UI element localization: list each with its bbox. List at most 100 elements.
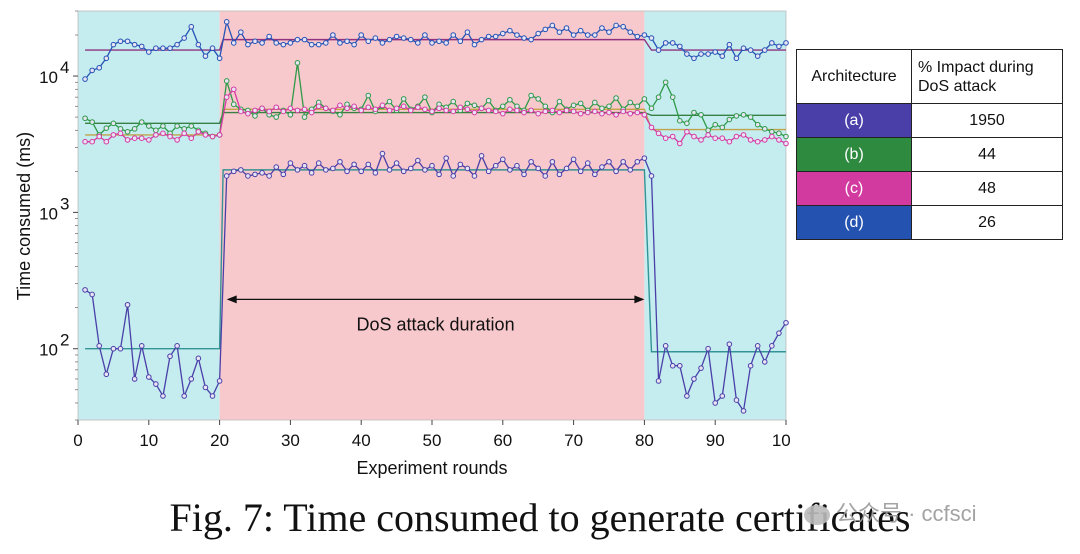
data-point-d: [131, 41, 138, 48]
data-point-c: [705, 132, 711, 138]
data-point-b: [641, 96, 648, 102]
data-point-c: [443, 107, 449, 114]
data-point-c: [124, 137, 131, 143]
data-point-b: [131, 126, 138, 132]
data-point-c: [365, 104, 372, 111]
data-point-c: [174, 137, 180, 143]
data-point-c: [613, 111, 619, 118]
data-point-d: [592, 32, 598, 38]
data-point-d: [422, 32, 428, 38]
y-tick-exp-1000: 3: [60, 194, 69, 213]
data-point-c: [301, 106, 308, 113]
data-point-b: [542, 103, 549, 110]
data-point-c: [266, 108, 272, 115]
data-point-a: [273, 164, 280, 170]
data-point-d: [507, 27, 513, 34]
data-point-b: [528, 92, 534, 99]
data-point-a: [776, 330, 782, 336]
legend-value-b: 44: [911, 137, 1063, 172]
data-point-b: [592, 99, 598, 106]
legend-swatch-d: (d): [796, 205, 912, 240]
legend-swatch-b: (b): [796, 137, 912, 172]
data-point-d: [429, 40, 435, 46]
data-point-c: [606, 109, 612, 116]
data-point-b: [386, 98, 393, 105]
data-point-d: [301, 36, 308, 43]
data-point-c: [655, 130, 662, 137]
x-axis-label: Experiment rounds: [356, 458, 507, 478]
data-point-c: [620, 108, 626, 115]
data-point-b: [422, 94, 428, 100]
data-point-a: [620, 158, 626, 165]
data-point-d: [337, 40, 343, 46]
data-point-c: [146, 137, 152, 143]
data-point-d: [252, 38, 258, 45]
data-point-d: [627, 29, 634, 35]
data-point-b: [117, 126, 124, 132]
data-point-d: [103, 55, 110, 62]
data-point-a: [315, 160, 322, 166]
data-point-d: [330, 32, 336, 38]
data-point-a: [131, 376, 138, 382]
data-point-a: [181, 393, 187, 399]
data-point-b: [726, 116, 733, 123]
data-point-b: [705, 127, 711, 134]
data-point-c: [351, 103, 357, 110]
series-lines: [82, 18, 789, 414]
data-point-d: [89, 67, 95, 74]
data-point-c: [223, 94, 230, 100]
data-point-a: [691, 376, 697, 382]
y-tick-label-100: 10: [39, 341, 58, 360]
data-point-c: [110, 132, 117, 138]
data-point-c: [719, 135, 726, 142]
data-point-d: [195, 41, 202, 48]
data-point-a: [167, 353, 173, 360]
data-point-a: [464, 165, 471, 172]
data-point-c: [280, 108, 287, 115]
data-point-d: [160, 45, 166, 52]
data-point-b: [719, 124, 726, 131]
data-point-c: [89, 138, 95, 145]
data-point-c: [712, 135, 719, 142]
data-point-a: [549, 158, 556, 165]
data-point-c: [422, 106, 428, 113]
data-point-a: [386, 167, 393, 173]
data-point-b: [181, 126, 187, 132]
data-point-c: [556, 109, 563, 116]
data-point-d: [280, 41, 287, 48]
x-tick-label-10: 10: [139, 431, 158, 450]
data-point-d: [776, 43, 782, 50]
data-point-b: [613, 95, 619, 101]
data-point-c: [386, 107, 393, 114]
data-point-b: [684, 120, 690, 127]
data-point-d: [535, 30, 542, 37]
data-point-a: [592, 171, 598, 178]
data-point-d: [684, 51, 690, 57]
data-point-a: [747, 362, 754, 369]
data-point-a: [570, 156, 577, 163]
data-point-b: [648, 105, 655, 112]
watermark-text: 公众号 · ccfsci: [836, 501, 977, 526]
data-point-d: [478, 36, 485, 43]
data-point-d: [754, 53, 761, 59]
data-point-a: [238, 167, 244, 173]
data-point-d: [514, 32, 520, 38]
data-point-d: [287, 40, 294, 46]
data-point-b: [712, 121, 719, 128]
data-point-c: [245, 110, 251, 117]
data-point-c: [294, 107, 301, 114]
data-point-b: [188, 123, 195, 129]
data-point-d: [584, 32, 591, 38]
data-point-c: [528, 107, 534, 114]
data-point-d: [528, 36, 534, 43]
data-point-c: [323, 105, 329, 112]
data-point-b: [662, 79, 669, 86]
data-point-d: [167, 45, 173, 52]
data-point-a: [103, 371, 110, 378]
data-point-c: [677, 140, 683, 147]
data-point-b: [301, 114, 308, 120]
data-point-d: [747, 47, 754, 53]
data-point-a: [160, 393, 166, 399]
data-point-b: [146, 123, 152, 129]
data-point-b: [570, 102, 577, 109]
